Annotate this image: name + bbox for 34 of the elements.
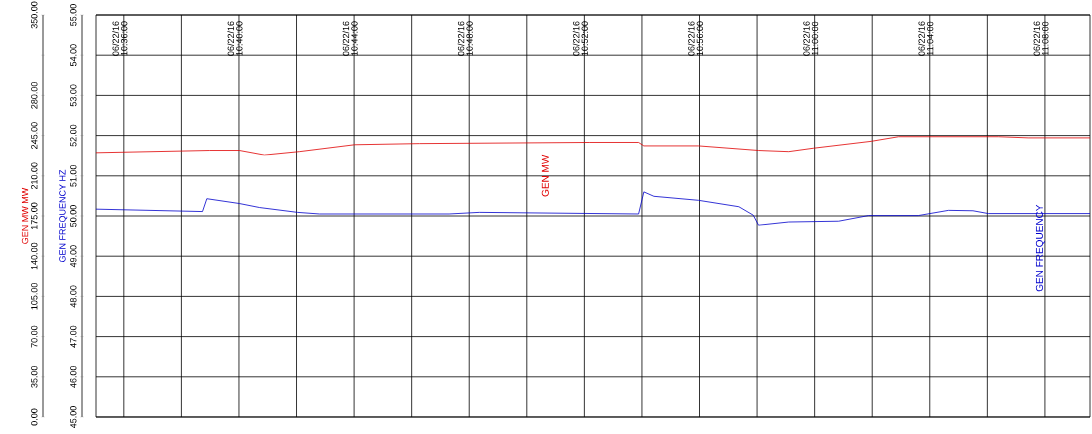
y2-tick-label: 55.00 [70,4,77,26]
x-tick-label: 06/22/16 10:44:00 [342,21,358,56]
x-tick-label: 06/22/16 10:48:00 [457,21,473,56]
y-tick-label: 210.00 [31,162,38,190]
y2-tick-label: 48.00 [70,285,77,308]
y-tick-label: 350.00 [31,1,38,29]
y2-tick-label: 46.00 [70,365,77,388]
y2-tick-label: 54.00 [70,44,77,67]
y-tick-label: 70.00 [31,325,38,348]
x-tick-label: 06/22/16 10:36:00 [112,21,128,56]
y2-tick-label: 45.00 [70,406,77,429]
y2-tick-label: 52.00 [70,124,77,147]
y2-tick-label: 50.00 [70,205,77,227]
x-tick-label: 06/22/16 11:08:00 [1033,21,1049,56]
y-axis-title: GEN MW MW [21,187,29,244]
x-tick-label: 06/22/16 11:04:00 [918,21,934,56]
y2-tick-label: 47.00 [70,325,77,348]
y-tick-label: 140.00 [31,242,38,270]
y2-tick-label: 53.00 [70,84,77,107]
y-tick-label: 280.00 [31,81,38,109]
x-tick-label: 06/22/16 10:40:00 [227,21,243,56]
text: GEN FREQUENCY [1035,204,1045,292]
y2-axis-title: GEN FREQUENCY HZ [59,169,68,263]
y-tick-label: 245.00 [31,122,38,149]
text: GEN MW [541,154,549,197]
y-tick-label: 105.00 [31,282,38,310]
y-tick-label: 35.00 [31,365,38,388]
x-tick-label: 06/22/16 11:00:00 [803,21,819,56]
y-tick-label: 175.00 [31,202,38,230]
y2-tick-label: 49.00 [70,245,77,268]
y-tick-label: 0.00 [31,408,38,426]
x-tick-label: 06/22/16 10:52:00 [572,21,588,56]
x-tick-label: 06/22/16 10:56:00 [687,21,704,56]
y2-tick-label: 51.00 [70,164,77,187]
